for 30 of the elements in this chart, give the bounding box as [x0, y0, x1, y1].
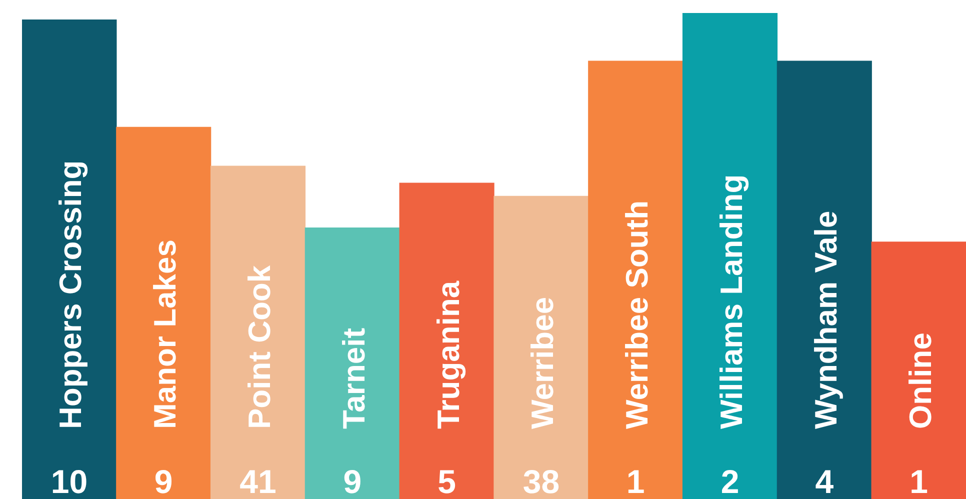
annotation: 9 [154, 463, 173, 499]
x-tick-label: Werribee South [620, 200, 655, 429]
bar [776, 60, 872, 499]
bar [399, 182, 494, 499]
x-tick-label: Online [902, 332, 938, 429]
x-tick-label: Truganina [430, 280, 466, 429]
x-tick-label: Point Cook [242, 264, 277, 429]
x-tick-label: Williams Landing [714, 174, 749, 429]
annotation: 5 [438, 463, 456, 499]
annotation: 38 [522, 463, 560, 499]
x-tick-label: Tarneit [336, 328, 372, 429]
x-tick-label: Wyndham Vale [808, 210, 844, 429]
bar [494, 196, 589, 499]
bar [682, 13, 778, 499]
annotation: 2 [720, 463, 740, 499]
annotation: 41 [240, 463, 276, 499]
x-tick-label: Manor Lakes [148, 239, 183, 429]
x-tick-label: Hoppers Crossing [53, 160, 88, 429]
bar [871, 242, 966, 499]
bar [22, 19, 117, 499]
x-tick-label: Werribee [525, 296, 560, 429]
bar [210, 166, 306, 499]
bar [588, 60, 684, 499]
annotation: 4 [815, 463, 834, 499]
annotation: 10 [50, 463, 88, 499]
annotation: 1 [626, 463, 645, 499]
bar [304, 227, 400, 499]
annotation: 1 [910, 463, 928, 499]
annotation: 9 [343, 463, 362, 499]
bar [116, 126, 212, 499]
